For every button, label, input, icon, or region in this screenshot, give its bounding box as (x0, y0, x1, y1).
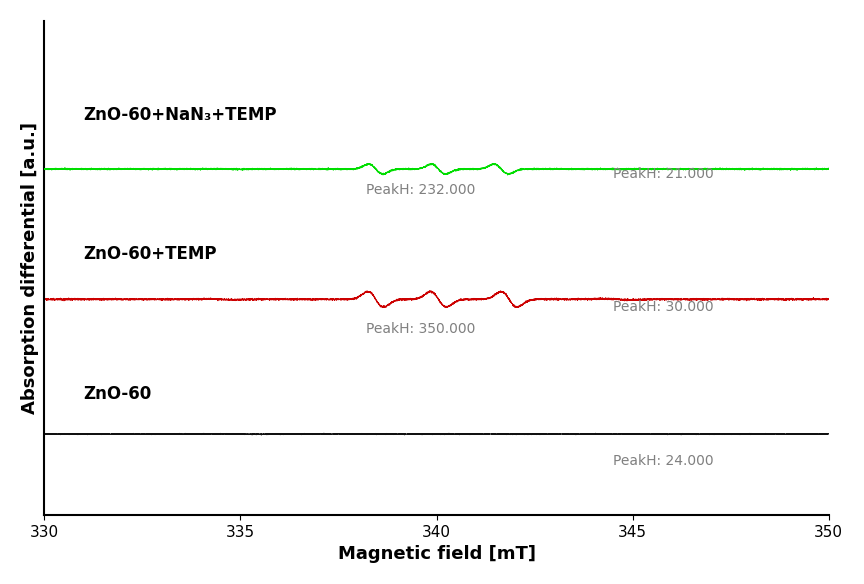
Text: PeakH: 232.000: PeakH: 232.000 (366, 183, 475, 197)
Text: ZnO-60+NaN₃+TEMP: ZnO-60+NaN₃+TEMP (84, 106, 277, 124)
Text: ZnO-60+TEMP: ZnO-60+TEMP (84, 245, 217, 263)
Text: PeakH: 350.000: PeakH: 350.000 (366, 322, 475, 336)
Y-axis label: Absorption differential [a.u.]: Absorption differential [a.u.] (21, 122, 39, 414)
Text: PeakH: 24.000: PeakH: 24.000 (613, 454, 714, 468)
Text: ZnO-60: ZnO-60 (84, 385, 152, 402)
X-axis label: Magnetic field [mT]: Magnetic field [mT] (338, 545, 536, 563)
Text: PeakH: 21.000: PeakH: 21.000 (613, 167, 714, 181)
Text: PeakH: 30.000: PeakH: 30.000 (613, 300, 714, 314)
